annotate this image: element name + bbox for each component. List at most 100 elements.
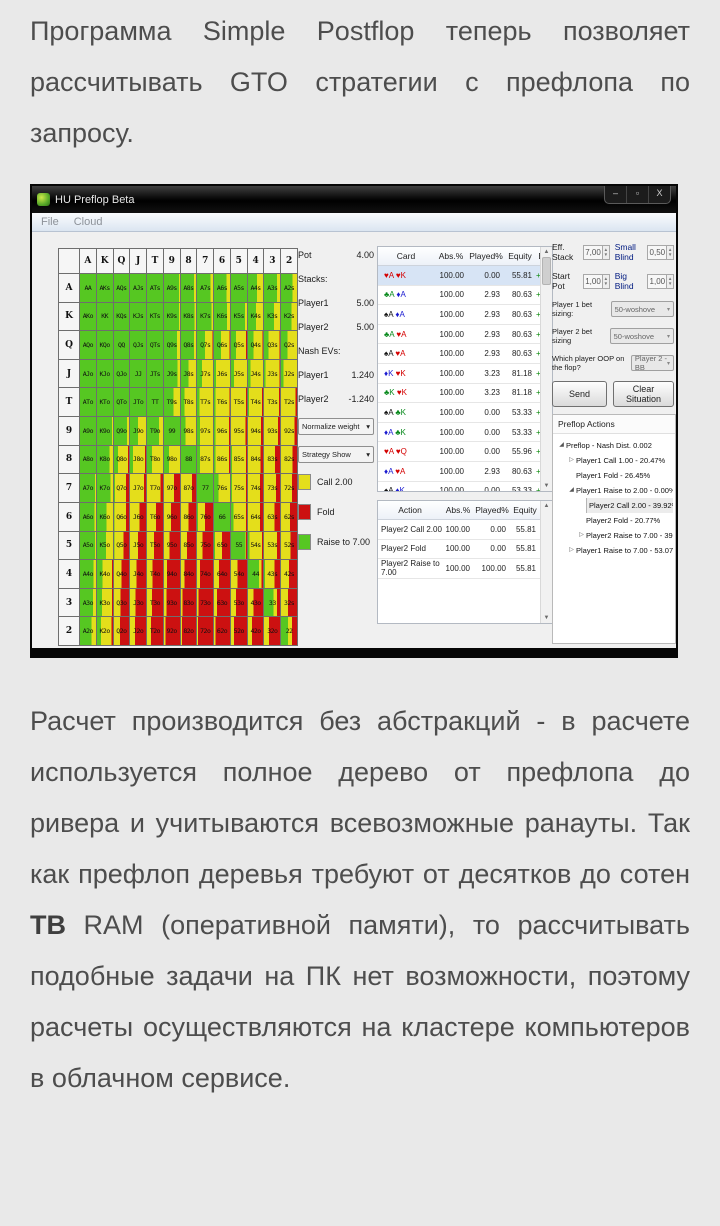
matrix-cell[interactable]: J7o bbox=[130, 474, 147, 502]
tree-item[interactable]: ◢ Player1 Raise to 2.00 - 0.00% bbox=[555, 483, 673, 498]
matrix-cell[interactable]: K8s bbox=[180, 302, 197, 331]
matrix-cell[interactable]: A6o bbox=[80, 502, 96, 531]
matrix-cell[interactable]: K7s bbox=[197, 302, 214, 331]
matrix-cell[interactable]: ATo bbox=[80, 388, 96, 417]
matrix-cell[interactable]: Q8s bbox=[180, 331, 197, 359]
maximize-button[interactable]: ▫ bbox=[627, 186, 649, 203]
matrix-cell[interactable]: A9s bbox=[163, 274, 180, 302]
matrix-cell[interactable]: K6s bbox=[214, 302, 230, 331]
matrix-cell[interactable]: 43s bbox=[264, 560, 281, 588]
matrix-cell[interactable]: AKs bbox=[96, 274, 113, 302]
matrix-cell[interactable]: 99 bbox=[163, 417, 180, 445]
tree-item[interactable]: Player1 Fold - 26.45% bbox=[555, 468, 673, 483]
matrix-cell[interactable]: A7s bbox=[197, 274, 214, 302]
tree-item[interactable]: ▷ Player1 Call 1.00 - 20.47% bbox=[555, 453, 673, 468]
matrix-cell[interactable]: J3o bbox=[130, 588, 147, 617]
matrix-cell[interactable]: 96o bbox=[163, 502, 180, 531]
title-bar[interactable]: HU Preflop Beta – ▫ X bbox=[32, 186, 676, 213]
matrix-cell[interactable]: 77 bbox=[197, 474, 214, 502]
param-spinner[interactable]: 7,00 bbox=[583, 244, 603, 260]
matrix-cell[interactable]: 76s bbox=[214, 474, 230, 502]
matrix-cell[interactable]: T9o bbox=[147, 417, 163, 445]
matrix-cell[interactable]: A6s bbox=[214, 274, 230, 302]
matrix-cell[interactable]: T6s bbox=[214, 388, 230, 417]
stats-dropdown[interactable]: Strategy Show ▾ bbox=[298, 446, 374, 463]
matrix-cell[interactable]: A3o bbox=[80, 588, 96, 617]
matrix-cell[interactable]: Q2s bbox=[281, 331, 297, 359]
matrix-cell[interactable]: 32o bbox=[264, 617, 281, 645]
matrix-cell[interactable]: 88 bbox=[180, 445, 197, 474]
matrix-cell[interactable]: A4o bbox=[80, 560, 96, 588]
matrix-cell[interactable]: K7o bbox=[96, 474, 113, 502]
matrix-cell[interactable]: 84o bbox=[180, 560, 197, 588]
matrix-cell[interactable]: Q6o bbox=[113, 502, 130, 531]
matrix-cell[interactable]: J5s bbox=[230, 359, 247, 388]
matrix-cell[interactable]: 85s bbox=[230, 445, 247, 474]
matrix-cell[interactable]: Q3s bbox=[264, 331, 281, 359]
matrix-cell[interactable]: 95o bbox=[163, 531, 180, 560]
matrix-cell[interactable]: QTs bbox=[147, 331, 163, 359]
matrix-cell[interactable]: A2s bbox=[281, 274, 297, 302]
tree-collapsed-icon[interactable]: ▷ bbox=[579, 532, 584, 538]
hands-scrollbar[interactable]: ▲ ▼ bbox=[540, 247, 552, 491]
matrix-cell[interactable]: 42o bbox=[247, 617, 264, 645]
matrix-cell[interactable]: A5s bbox=[230, 274, 247, 302]
matrix-cell[interactable]: AA bbox=[80, 274, 96, 302]
tree-collapsed-icon[interactable]: ▷ bbox=[569, 457, 574, 463]
matrix-cell[interactable]: 94o bbox=[163, 560, 180, 588]
matrix-cell[interactable]: T7s bbox=[197, 388, 214, 417]
matrix-cell[interactable]: T3s bbox=[264, 388, 281, 417]
matrix-cell[interactable]: 98s bbox=[180, 417, 197, 445]
param-dropdown[interactable]: 50-woshove ▾ bbox=[610, 301, 674, 317]
matrix-cell[interactable]: KTs bbox=[147, 302, 163, 331]
param-spinner[interactable]: 1,00 bbox=[583, 273, 603, 289]
matrix-cell[interactable]: 94s bbox=[247, 417, 264, 445]
scroll-up-icon[interactable]: ▲ bbox=[543, 503, 550, 509]
matrix-cell[interactable]: 65s bbox=[230, 502, 247, 531]
matrix-cell[interactable]: J3s bbox=[264, 359, 281, 388]
matrix-cell[interactable]: J2s bbox=[281, 359, 297, 388]
matrix-cell[interactable]: Q5s bbox=[230, 331, 247, 359]
matrix-cell[interactable]: KQo bbox=[96, 331, 113, 359]
param-spinner[interactable]: 1,00 bbox=[647, 273, 668, 289]
matrix-cell[interactable]: K2o bbox=[96, 617, 113, 645]
matrix-cell[interactable]: Q3o bbox=[113, 588, 130, 617]
tree-expanded-icon[interactable]: ◢ bbox=[569, 487, 574, 493]
matrix-cell[interactable]: T6o bbox=[147, 502, 163, 531]
actions-scrollbar[interactable]: ▲ ▼ bbox=[540, 501, 552, 623]
matrix-cell[interactable]: T7o bbox=[147, 474, 163, 502]
matrix-cell[interactable]: 86o bbox=[180, 502, 197, 531]
matrix-cell[interactable]: 92s bbox=[281, 417, 297, 445]
matrix-cell[interactable]: 53s bbox=[264, 531, 281, 560]
matrix-cell[interactable]: Q9o bbox=[113, 417, 130, 445]
matrix-cell[interactable]: AQs bbox=[113, 274, 130, 302]
param-dropdown[interactable]: Player 2 - BB ▾ bbox=[630, 354, 674, 372]
matrix-cell[interactable]: 32s bbox=[281, 588, 297, 617]
matrix-cell[interactable]: AJs bbox=[130, 274, 147, 302]
matrix-cell[interactable]: 55 bbox=[230, 531, 247, 560]
matrix-cell[interactable]: 52s bbox=[281, 531, 297, 560]
matrix-cell[interactable]: 64o bbox=[214, 560, 230, 588]
matrix-cell[interactable]: A9o bbox=[80, 417, 96, 445]
scroll-up-icon[interactable]: ▲ bbox=[543, 249, 550, 255]
matrix-cell[interactable]: TT bbox=[147, 388, 163, 417]
matrix-cell[interactable]: K9o bbox=[96, 417, 113, 445]
matrix-cell[interactable]: QJo bbox=[113, 359, 130, 388]
matrix-cell[interactable]: 97o bbox=[163, 474, 180, 502]
matrix-cell[interactable]: 98o bbox=[163, 445, 180, 474]
matrix-cell[interactable]: 62o bbox=[214, 617, 230, 645]
matrix-cell[interactable]: 74s bbox=[247, 474, 264, 502]
matrix-cell[interactable]: AQo bbox=[80, 331, 96, 359]
tree-item[interactable]: Player2 Call 2.00 - 39.92% bbox=[555, 498, 673, 513]
matrix-cell[interactable]: J5o bbox=[130, 531, 147, 560]
menu-item-cloud[interactable]: Cloud bbox=[73, 216, 103, 228]
param-dropdown[interactable]: 50-woshove ▾ bbox=[609, 328, 674, 344]
